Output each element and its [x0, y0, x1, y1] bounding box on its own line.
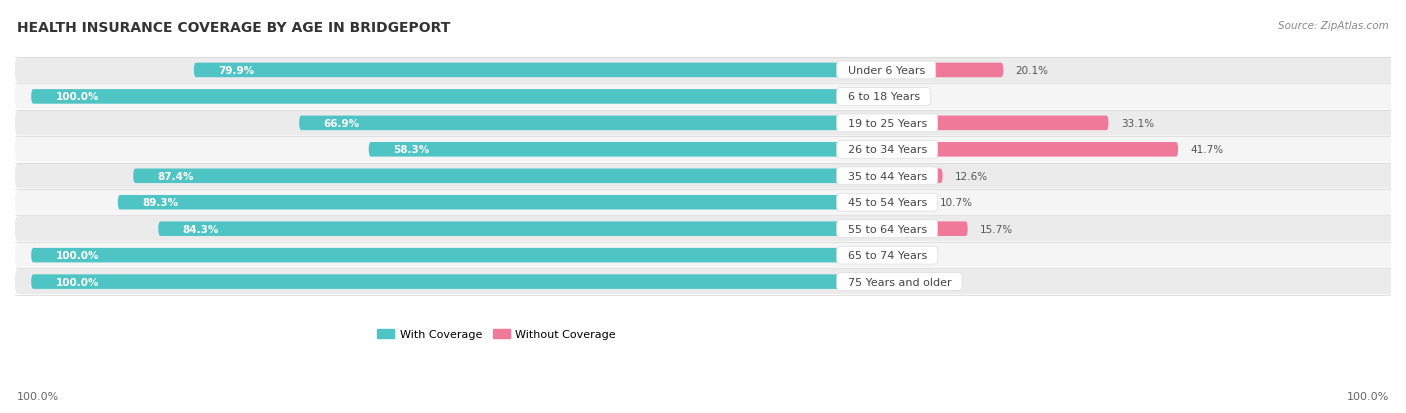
Text: 89.3%: 89.3% — [142, 198, 179, 208]
FancyBboxPatch shape — [299, 116, 841, 131]
FancyBboxPatch shape — [15, 58, 1406, 83]
FancyBboxPatch shape — [159, 222, 841, 236]
FancyBboxPatch shape — [841, 116, 1108, 131]
Text: 100.0%: 100.0% — [17, 391, 59, 401]
FancyBboxPatch shape — [15, 243, 1406, 268]
FancyBboxPatch shape — [31, 248, 841, 263]
FancyBboxPatch shape — [31, 90, 841, 104]
Text: 45 to 54 Years: 45 to 54 Years — [841, 198, 934, 208]
Text: 0.0%: 0.0% — [853, 277, 879, 287]
FancyBboxPatch shape — [118, 195, 841, 210]
Text: 66.9%: 66.9% — [323, 119, 360, 128]
FancyBboxPatch shape — [15, 216, 1406, 242]
Text: 15.7%: 15.7% — [980, 224, 1012, 234]
Text: 0.0%: 0.0% — [853, 92, 879, 102]
Text: 75 Years and older: 75 Years and older — [841, 277, 959, 287]
FancyBboxPatch shape — [31, 275, 841, 289]
FancyBboxPatch shape — [841, 195, 927, 210]
FancyBboxPatch shape — [15, 137, 1406, 163]
Text: 26 to 34 Years: 26 to 34 Years — [841, 145, 934, 155]
Text: 87.4%: 87.4% — [157, 171, 194, 181]
Text: 79.9%: 79.9% — [218, 66, 254, 76]
Text: 35 to 44 Years: 35 to 44 Years — [841, 171, 934, 181]
Text: Under 6 Years: Under 6 Years — [841, 66, 932, 76]
Text: 19 to 25 Years: 19 to 25 Years — [841, 119, 934, 128]
Legend: With Coverage, Without Coverage: With Coverage, Without Coverage — [373, 325, 620, 344]
Text: HEALTH INSURANCE COVERAGE BY AGE IN BRIDGEPORT: HEALTH INSURANCE COVERAGE BY AGE IN BRID… — [17, 21, 450, 35]
Text: 100.0%: 100.0% — [1347, 391, 1389, 401]
Text: 41.7%: 41.7% — [1191, 145, 1223, 155]
Text: 10.7%: 10.7% — [939, 198, 973, 208]
Text: 100.0%: 100.0% — [55, 92, 98, 102]
Text: 33.1%: 33.1% — [1121, 119, 1154, 128]
Text: 100.0%: 100.0% — [55, 277, 98, 287]
Text: 20.1%: 20.1% — [1015, 66, 1049, 76]
FancyBboxPatch shape — [134, 169, 841, 184]
FancyBboxPatch shape — [368, 143, 841, 157]
Text: 6 to 18 Years: 6 to 18 Years — [841, 92, 927, 102]
FancyBboxPatch shape — [15, 190, 1406, 216]
Text: 100.0%: 100.0% — [55, 251, 98, 261]
Text: 58.3%: 58.3% — [394, 145, 429, 155]
Text: 12.6%: 12.6% — [955, 171, 988, 181]
FancyBboxPatch shape — [841, 222, 967, 236]
Text: 65 to 74 Years: 65 to 74 Years — [841, 251, 934, 261]
Text: 55 to 64 Years: 55 to 64 Years — [841, 224, 934, 234]
Text: Source: ZipAtlas.com: Source: ZipAtlas.com — [1278, 21, 1389, 31]
FancyBboxPatch shape — [841, 169, 942, 184]
Text: 84.3%: 84.3% — [183, 224, 219, 234]
FancyBboxPatch shape — [841, 143, 1178, 157]
FancyBboxPatch shape — [194, 64, 841, 78]
FancyBboxPatch shape — [15, 269, 1406, 294]
Text: 0.0%: 0.0% — [853, 251, 879, 261]
FancyBboxPatch shape — [841, 64, 1004, 78]
FancyBboxPatch shape — [15, 164, 1406, 189]
FancyBboxPatch shape — [15, 85, 1406, 110]
FancyBboxPatch shape — [15, 111, 1406, 136]
